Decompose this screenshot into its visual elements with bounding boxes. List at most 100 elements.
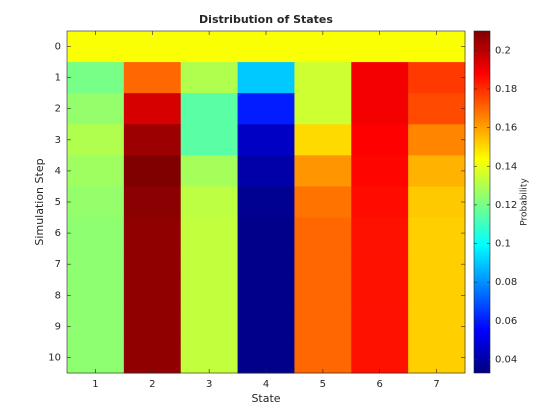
heat-cell bbox=[294, 248, 352, 281]
colorbar-tick-label: 0.12 bbox=[495, 200, 517, 211]
colorbar-tick-label: 0.14 bbox=[495, 161, 517, 172]
heat-cell bbox=[237, 186, 295, 219]
y-tick-label: 3 bbox=[55, 135, 61, 146]
heat-cell bbox=[67, 62, 125, 94]
colorbar-tick-label: 0.1 bbox=[495, 239, 511, 250]
heat-cell bbox=[180, 279, 239, 312]
heat-cell bbox=[351, 341, 409, 374]
heat-cell bbox=[123, 62, 182, 94]
heat-cell bbox=[294, 186, 352, 219]
heat-cell bbox=[408, 62, 466, 94]
heat-cell bbox=[123, 217, 182, 250]
heat-cell bbox=[180, 155, 239, 187]
heat-cell bbox=[67, 93, 125, 125]
heat-cell bbox=[408, 310, 466, 343]
heat-cell bbox=[237, 217, 295, 250]
y-tick-label: 1 bbox=[55, 73, 61, 84]
colorbar-tick-label: 0.06 bbox=[495, 316, 517, 327]
heat-cell bbox=[123, 31, 182, 63]
heat-cell bbox=[237, 248, 295, 281]
x-tick-label: 2 bbox=[149, 379, 155, 390]
y-tick-label: 10 bbox=[48, 352, 61, 363]
heat-cell bbox=[408, 341, 466, 374]
heat-cell bbox=[408, 279, 466, 312]
y-tick-label: 6 bbox=[55, 228, 61, 239]
heat-cell bbox=[408, 93, 466, 125]
heat-cell bbox=[237, 93, 295, 125]
heat-cell bbox=[351, 31, 409, 63]
heat-cell bbox=[408, 186, 466, 219]
heat-cell bbox=[294, 155, 352, 187]
colorbar-label: Probability bbox=[520, 178, 530, 226]
heat-cell bbox=[67, 279, 125, 312]
heat-cell bbox=[408, 217, 466, 250]
y-tick-label: 0 bbox=[55, 42, 61, 53]
heat-cell bbox=[180, 93, 239, 125]
heat-cell bbox=[123, 93, 182, 125]
heat-cell bbox=[294, 310, 352, 343]
y-tick-label: 8 bbox=[55, 290, 61, 301]
heat-cell bbox=[123, 279, 182, 312]
x-tick-label: 7 bbox=[433, 379, 439, 390]
colorbar-tick-label: 0.04 bbox=[495, 354, 517, 365]
heat-cell bbox=[294, 279, 352, 312]
heat-cell bbox=[180, 62, 239, 94]
heat-cell bbox=[351, 124, 409, 156]
colorbar bbox=[473, 30, 491, 374]
heat-cell bbox=[408, 124, 466, 156]
heat-cell bbox=[351, 93, 409, 125]
heat-cell bbox=[408, 31, 466, 63]
y-axis-label: Simulation Step bbox=[33, 158, 46, 245]
heat-cell bbox=[67, 124, 125, 156]
y-tick-label: 4 bbox=[55, 166, 61, 177]
heat-cell bbox=[294, 124, 352, 156]
heat-cell bbox=[123, 341, 182, 374]
heat-cell bbox=[294, 31, 352, 63]
heat-cell bbox=[408, 155, 466, 187]
heat-cell bbox=[67, 341, 125, 374]
heat-cell bbox=[180, 31, 239, 63]
heat-cell bbox=[237, 31, 295, 63]
heat-cell bbox=[123, 155, 182, 187]
heat-cell bbox=[67, 31, 125, 63]
heat-cell bbox=[351, 248, 409, 281]
colorbar-tick-label: 0.16 bbox=[495, 123, 517, 134]
heat-cell bbox=[351, 310, 409, 343]
y-tick-label: 9 bbox=[55, 321, 61, 332]
heat-cell bbox=[294, 341, 352, 374]
heat-cell bbox=[237, 62, 295, 94]
heat-cell bbox=[180, 341, 239, 374]
heat-cell bbox=[408, 248, 466, 281]
x-tick-label: 3 bbox=[206, 379, 212, 390]
heat-cell bbox=[237, 341, 295, 374]
heat-cell bbox=[351, 155, 409, 187]
x-tick-label: 1 bbox=[92, 379, 98, 390]
heat-cell bbox=[351, 186, 409, 219]
heat-cell bbox=[351, 62, 409, 94]
chart-title: Distribution of States bbox=[199, 13, 333, 26]
heat-cell bbox=[67, 155, 125, 187]
heat-cell bbox=[294, 93, 352, 125]
y-tick-label: 2 bbox=[55, 104, 61, 115]
heat-cell bbox=[237, 279, 295, 312]
heat-cell bbox=[180, 310, 239, 343]
heat-cell bbox=[123, 186, 182, 219]
heat-cell bbox=[180, 217, 239, 250]
heat-cell bbox=[237, 155, 295, 187]
heat-cell bbox=[180, 248, 239, 281]
x-tick-label: 6 bbox=[377, 379, 383, 390]
heat-cell bbox=[351, 217, 409, 250]
heat-cell bbox=[67, 310, 125, 343]
heat-cell bbox=[67, 186, 125, 219]
x-tick-label: 5 bbox=[320, 379, 326, 390]
heat-cell bbox=[67, 217, 125, 250]
colorbar-tick-label: 0.2 bbox=[495, 45, 511, 56]
heat-cell bbox=[123, 248, 182, 281]
heat-cell bbox=[180, 124, 239, 156]
heat-cell bbox=[123, 124, 182, 156]
y-tick-label: 5 bbox=[55, 197, 61, 208]
heat-cell bbox=[123, 310, 182, 343]
y-tick-label: 7 bbox=[55, 259, 61, 270]
x-tick-label: 4 bbox=[263, 379, 269, 390]
